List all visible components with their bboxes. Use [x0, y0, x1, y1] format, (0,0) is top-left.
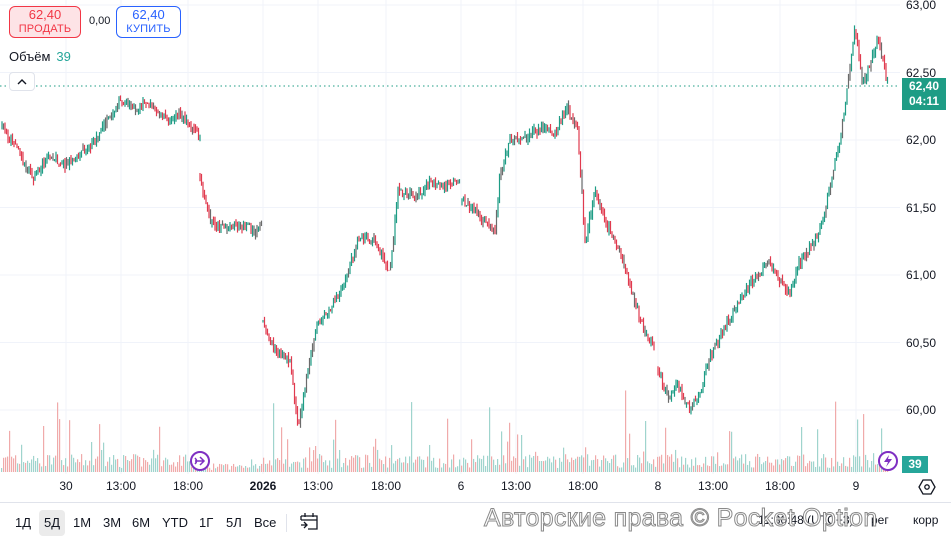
- buy-price: 62,40: [132, 7, 165, 22]
- collapse-legend-button[interactable]: [9, 72, 35, 91]
- range-button-5л[interactable]: 5Л: [226, 515, 242, 530]
- time-tick-label: 30: [59, 479, 73, 493]
- range-button-5д[interactable]: 5Д: [39, 510, 66, 536]
- volume-legend: Объём 39: [9, 49, 71, 64]
- range-button-1д[interactable]: 1Д: [15, 515, 32, 530]
- spread-value: 0,00: [89, 15, 111, 27]
- range-button-1г[interactable]: 1Г: [199, 515, 214, 530]
- go-to-session-icon[interactable]: [190, 451, 210, 471]
- time-tick-label: 13:00: [500, 479, 532, 493]
- toolbar-divider: [286, 514, 287, 532]
- axis-settings-icon[interactable]: [918, 478, 936, 496]
- price-tick-label: 60,50: [906, 335, 937, 350]
- price-tick-label: 62,00: [906, 133, 937, 147]
- go-to-date-icon[interactable]: [299, 511, 319, 531]
- scale-mode-regular[interactable]: рег: [871, 513, 889, 527]
- price-tick-label: 60,00: [906, 403, 937, 417]
- buy-button[interactable]: 62,40 КУПИТЬ: [116, 6, 181, 38]
- volume-legend-value: 39: [56, 49, 71, 64]
- range-button-3м[interactable]: 3М: [103, 515, 122, 530]
- range-button-6м[interactable]: 6М: [132, 515, 151, 530]
- buy-label: КУПИТЬ: [126, 23, 171, 35]
- time-tick-label: 9: [852, 479, 860, 493]
- chevron-up-icon: [17, 78, 27, 84]
- bar-countdown: 04:11: [908, 94, 940, 108]
- price-tick-label: 62,50: [906, 65, 937, 80]
- sell-button[interactable]: 62,40 ПРОДАТЬ: [9, 6, 81, 38]
- price-tick-label: 61,00: [906, 268, 937, 282]
- range-button-ytd[interactable]: YTD: [162, 515, 188, 530]
- time-tick-label: 2026: [249, 479, 277, 493]
- time-tick-label: 18:00: [764, 479, 796, 493]
- time-tick-label: 13:00: [302, 479, 334, 493]
- volume-value-tag: 39: [902, 456, 928, 473]
- time-tick-label: 18:00: [567, 479, 599, 493]
- sell-label: ПРОДАТЬ: [18, 23, 72, 35]
- bottom-toolbar: 1Д 5Д 1М 3М 6М YTD 1Г 5Л Все: [0, 502, 951, 538]
- time-tick-label: 18:00: [370, 479, 402, 493]
- clock-timezone[interactable]: 11:30:48 (UTC+3): [758, 513, 854, 527]
- sell-price: 62,40: [28, 7, 62, 22]
- time-tick-label: 13:00: [105, 479, 137, 493]
- lightning-icon[interactable]: [878, 451, 898, 471]
- range-button-1м[interactable]: 1М: [73, 515, 92, 530]
- time-tick-label: 13:00: [697, 479, 729, 493]
- range-button-все[interactable]: Все: [254, 515, 277, 530]
- time-tick-label: 6: [457, 479, 465, 493]
- time-tick-label: 8: [654, 479, 662, 493]
- current-price-tag: 62,40 04:11: [902, 78, 946, 110]
- time-tick-label: 18:00: [172, 479, 204, 493]
- price-tick-label: 63,00: [906, 0, 937, 12]
- price-chart[interactable]: [0, 0, 951, 502]
- current-price: 62,40: [908, 79, 940, 93]
- adjust-data-toggle[interactable]: корр: [913, 513, 939, 527]
- price-tick-label: 61,50: [906, 200, 937, 215]
- volume-legend-label: Объём: [9, 49, 51, 64]
